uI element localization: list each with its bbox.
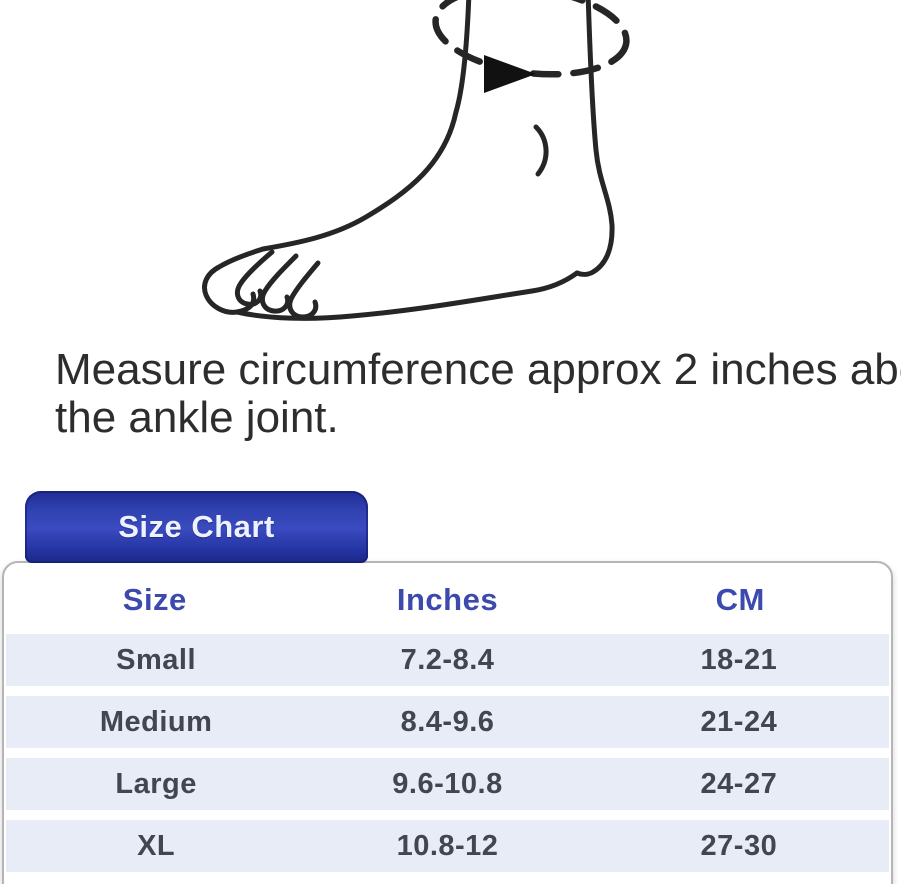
inches-cell: 9.6-10.8 <box>392 767 503 800</box>
size-chart-tab[interactable]: Size Chart <box>25 491 368 563</box>
table-row: Small 7.2-8.4 18-21 <box>6 634 889 686</box>
measuring-band-icon <box>432 0 630 93</box>
size-cell: Small <box>116 643 197 676</box>
foot-outline <box>202 0 615 321</box>
measure-instruction: Measure circumference approx 2 inches ab… <box>55 345 901 442</box>
column-header-inches: Inches <box>396 581 499 617</box>
cm-cell: 24-27 <box>700 767 778 800</box>
size-cell: XL <box>137 829 176 862</box>
cm-cell: 21-24 <box>700 705 778 738</box>
column-header-size: Size <box>122 581 187 617</box>
cm-cell: 27-30 <box>700 829 778 862</box>
measure-instruction-line1: Measure circumference approx 2 inches ab… <box>55 345 901 394</box>
size-chart-header-row: Size Inches CM <box>4 565 891 634</box>
arrow-icon <box>484 55 536 93</box>
size-chart-panel: Size Inches CM Small 7.2-8.4 18-21 Mediu… <box>2 561 893 884</box>
inches-cell: 10.8-12 <box>396 829 499 862</box>
inches-cell: 8.4-9.6 <box>400 705 495 738</box>
measure-instruction-line2: the ankle joint. <box>55 393 339 442</box>
foot-ankle-diagram <box>202 0 630 321</box>
inches-cell: 7.2-8.4 <box>400 643 495 676</box>
table-row: Medium 8.4-9.6 21-24 <box>6 696 889 748</box>
table-row: Large 9.6-10.8 24-27 <box>6 758 889 810</box>
cm-cell: 18-21 <box>700 643 778 676</box>
size-cell: Large <box>115 767 197 800</box>
size-chart-tab-label: Size Chart <box>118 509 275 544</box>
column-header-cm: CM <box>715 581 765 617</box>
size-cell: Medium <box>99 705 213 738</box>
table-row: XL 10.8-12 27-30 <box>6 820 889 872</box>
